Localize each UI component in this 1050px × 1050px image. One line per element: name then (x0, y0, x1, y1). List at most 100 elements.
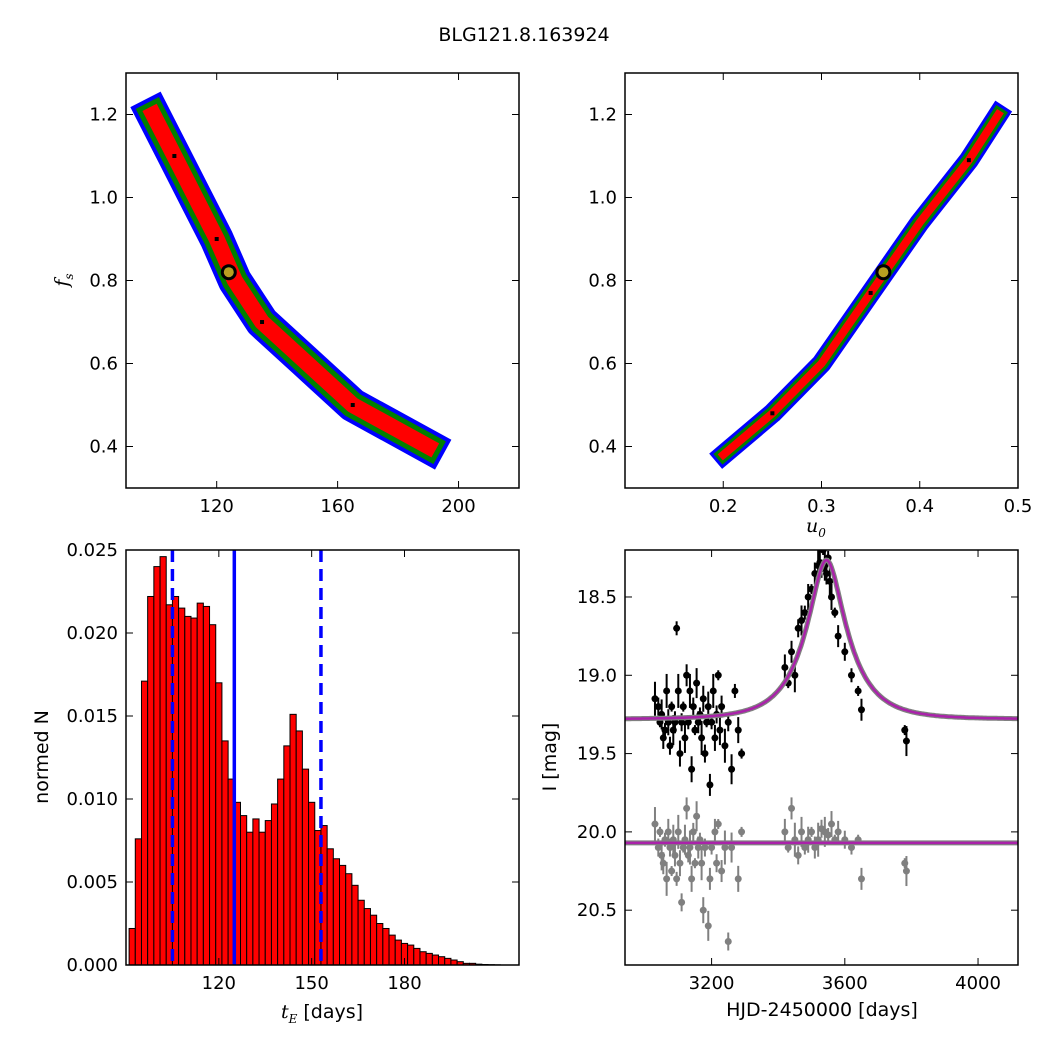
histogram-bar (438, 956, 446, 966)
histogram-bar (264, 820, 272, 966)
data-point (847, 671, 855, 679)
data-point (689, 703, 697, 711)
data-point (701, 750, 709, 758)
histogram-bar (190, 617, 198, 966)
data-point (689, 828, 697, 836)
data-point (678, 898, 686, 906)
data-point (659, 859, 667, 867)
histogram-bar (382, 927, 390, 966)
y-tick-label: 0.010 (66, 789, 118, 810)
data-point (706, 875, 714, 883)
data-point (678, 718, 686, 726)
model-band (625, 557, 1018, 722)
data-point (718, 703, 726, 711)
data-point (683, 804, 691, 812)
model-curve (625, 558, 1018, 720)
x-tick-label: 200 (441, 496, 475, 517)
histogram-bar (444, 957, 452, 966)
histogram-bar (221, 740, 229, 966)
y-tick-label: 20.5 (577, 900, 617, 921)
data-point (673, 875, 681, 883)
x-tick-label: 180 (387, 973, 421, 994)
histogram-bar (308, 801, 316, 966)
histogram-bar (326, 848, 334, 966)
data-point (857, 875, 865, 883)
y-tick-label: 0.005 (66, 872, 118, 893)
histogram-bar (277, 778, 285, 966)
data-point (699, 906, 707, 914)
histogram-bar (283, 745, 291, 966)
y-tick-label: 0.015 (66, 706, 118, 727)
y-axis-label: I [mag] (539, 723, 561, 792)
y-tick-label: 0.6 (588, 354, 617, 375)
histogram-bar (128, 927, 136, 966)
histogram-bar (134, 838, 142, 966)
data-point (683, 671, 691, 679)
x-axis-label: u0 (806, 515, 826, 540)
data-point (704, 703, 712, 711)
data-point (824, 831, 832, 839)
panel-te-histogram: 120 150 1800.0000.0050.0100.0150.0200.025 … (31, 540, 520, 1026)
data-point (673, 624, 681, 632)
data-point (686, 844, 694, 852)
data-point (721, 844, 729, 852)
data-point (834, 828, 842, 836)
y-axis-label: normed N (31, 710, 53, 804)
histogram-bar (413, 947, 421, 966)
histogram-bar (351, 884, 359, 966)
best-fit-marker-core (223, 267, 234, 278)
data-point (698, 734, 706, 742)
histogram-bar (246, 831, 254, 966)
histogram-bar (419, 951, 427, 966)
data-point (706, 781, 714, 789)
ridge-pixel (770, 411, 775, 416)
data-point (794, 624, 802, 632)
best-fit-marker-core (878, 267, 889, 278)
panel-fs-vs-te: 120 160 200 0.4 0.6 0.8 1.0 1.2 fs (51, 72, 520, 517)
ridge-pixel (172, 154, 177, 158)
data-point (724, 718, 732, 726)
histogram-bar (202, 605, 211, 966)
data-point (721, 742, 729, 750)
histogram-bar (425, 952, 433, 966)
data-point (671, 718, 679, 726)
panel-light-curve: 3200 3600 4000 18.5 19.0 19.5 20.0 20.5 HJD-245… (539, 549, 1019, 1021)
data-point (671, 851, 679, 859)
data-point (654, 703, 662, 711)
data-point (801, 844, 809, 852)
heatmap-area (709, 100, 1013, 469)
ridge-pixel (214, 237, 219, 241)
heatmap-area (130, 91, 452, 470)
data-point (684, 718, 692, 726)
plot-area (625, 550, 1018, 951)
x-tick-label: 0.3 (807, 496, 836, 517)
data-point (784, 844, 792, 852)
contour-1sigma (142, 103, 440, 458)
histogram-bar (332, 858, 341, 966)
data-point (714, 671, 722, 679)
histogram-bar (209, 624, 217, 966)
y-tick-label: 0.8 (588, 271, 617, 292)
contour-2sigma (713, 104, 1008, 465)
x-tick-label: 3200 (689, 973, 735, 994)
histogram-bar (184, 615, 192, 966)
y-tick-label: 1.2 (588, 105, 617, 126)
histogram-bar (178, 607, 186, 966)
data-point (698, 859, 706, 867)
data-point (738, 828, 746, 836)
data-point (826, 577, 834, 585)
data-point (738, 750, 746, 758)
panel-fs-vs-u0: 0.2 0.3 0.4 0.5 0.4 0.6 0.8 1.0 1.2 u0 (588, 72, 1032, 540)
x-axis-label: tE [days] (281, 1001, 363, 1026)
histogram-bar (431, 954, 440, 966)
x-tick-label: 160 (320, 496, 354, 517)
x-tick-label: 0.2 (709, 496, 738, 517)
data-point (801, 609, 809, 617)
y-tick-label: 0.4 (89, 437, 118, 458)
panel-frame (624, 549, 1019, 966)
data-point (724, 938, 732, 946)
data-point (847, 844, 855, 852)
data-point (656, 828, 664, 836)
data-point (674, 828, 682, 836)
